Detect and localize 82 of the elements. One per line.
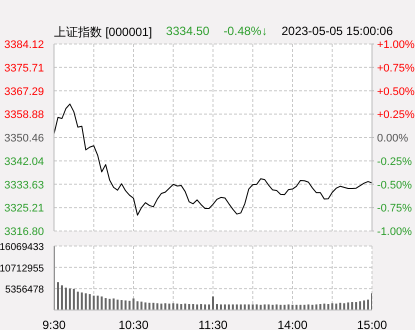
bar — [327, 304, 330, 310]
y-tick-label: 3342.04 — [4, 156, 44, 168]
bar — [136, 301, 138, 310]
x-tick-label: 14:00 — [277, 318, 308, 330]
y-tick-label: 3384.12 — [4, 39, 44, 51]
y-tick-label: 3350.46 — [4, 132, 44, 144]
y-tick-label: 3325.21 — [4, 202, 44, 215]
x-tick-label: 10:30 — [118, 318, 149, 330]
bar — [323, 304, 326, 310]
bar — [168, 304, 170, 310]
text: 2023-05-05 15:00:06 — [281, 24, 393, 38]
y2-tick-label: 0.00% — [377, 132, 408, 144]
y-tick-label: 5356478 — [5, 284, 44, 296]
x-tick-label: 9:30 — [42, 318, 66, 330]
bar — [319, 304, 322, 310]
bar — [335, 304, 338, 310]
bar — [164, 303, 166, 310]
bar — [72, 288, 75, 310]
bar — [56, 282, 59, 310]
bar — [112, 298, 115, 310]
y2-tick-label: -1.00% — [377, 226, 412, 238]
bar — [144, 302, 146, 310]
y2-tick-label: -0.50% — [377, 179, 412, 192]
text: -0.48%↓ — [223, 24, 268, 40]
bar — [88, 294, 91, 310]
bar — [140, 302, 142, 310]
y-tick-label: 10712955 — [0, 263, 44, 274]
bar — [80, 292, 83, 310]
bar — [120, 300, 123, 310]
y-tick-label: 3358.88 — [4, 109, 44, 122]
bar — [124, 300, 127, 310]
bar — [108, 298, 111, 310]
bar — [116, 300, 119, 310]
bar — [200, 304, 202, 310]
bar — [359, 301, 362, 310]
y2-tick-label: +1.00% — [377, 39, 415, 51]
bar — [367, 300, 370, 310]
bar — [355, 302, 358, 310]
y2-tick-label: +0.25% — [377, 109, 415, 122]
bar — [156, 303, 158, 310]
bar — [84, 293, 87, 310]
bar — [96, 296, 99, 310]
bar — [100, 296, 103, 310]
chart-title: 上证指数 [000001] — [54, 24, 152, 41]
text: 3334.50 — [166, 24, 210, 40]
x-tick-label: 11:30 — [198, 318, 228, 330]
bar — [331, 303, 334, 310]
bar — [68, 288, 71, 310]
bar — [152, 302, 154, 310]
bar — [343, 303, 346, 310]
y-tick-label: 16069433 — [0, 242, 44, 253]
y2-tick-label: -0.25% — [377, 156, 412, 168]
x-tick-label: 15:00 — [356, 318, 388, 330]
y2-tick-label: +0.50% — [377, 86, 415, 98]
y2-tick-label: +0.75% — [377, 62, 415, 74]
bar — [212, 296, 214, 310]
y-tick-label: 3316.80 — [4, 226, 44, 238]
bar — [339, 302, 342, 310]
bar — [76, 292, 79, 310]
bar — [64, 288, 67, 310]
line-series — [54, 104, 372, 216]
bar — [188, 304, 190, 310]
bar — [347, 302, 350, 310]
bar — [60, 285, 63, 310]
bar — [192, 304, 194, 310]
bar — [148, 302, 150, 310]
bar — [172, 303, 174, 310]
bar — [184, 304, 186, 310]
y-tick-label: 3333.63 — [4, 179, 44, 192]
bar — [92, 296, 95, 310]
y2-tick-label: -0.75% — [377, 202, 412, 215]
bar — [104, 298, 107, 310]
bar — [176, 304, 178, 310]
bar — [132, 298, 135, 310]
bar — [216, 304, 218, 310]
y-tick-label: 3375.71 — [4, 62, 44, 74]
bar — [160, 304, 162, 310]
bar — [180, 304, 182, 310]
bar — [128, 300, 131, 310]
y-tick-label: 3367.29 — [4, 86, 44, 98]
bar — [351, 302, 354, 310]
bar — [363, 300, 366, 310]
